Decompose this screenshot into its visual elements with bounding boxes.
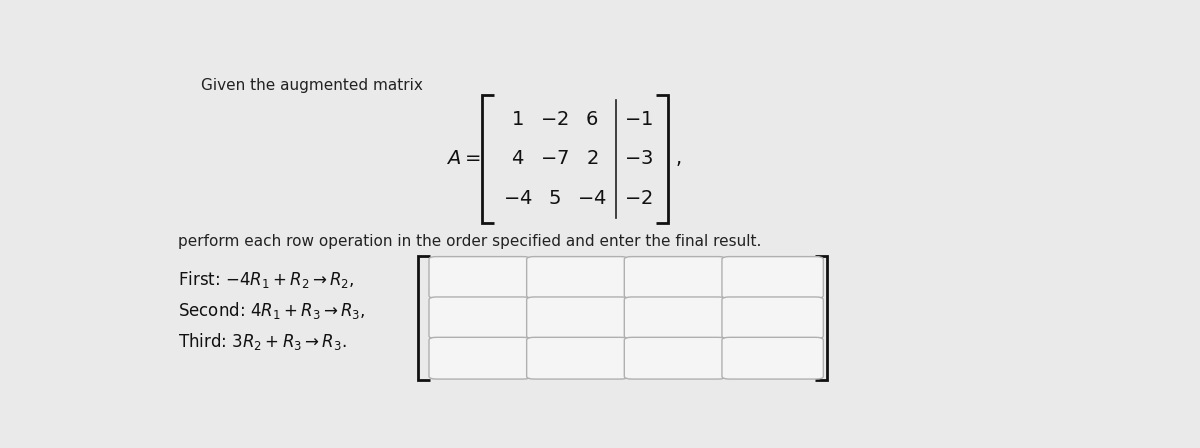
FancyBboxPatch shape [722,337,823,379]
Text: $-3$: $-3$ [624,150,653,168]
FancyBboxPatch shape [624,297,726,339]
Text: First: $-4R_1 + R_2 \rightarrow R_2$,: First: $-4R_1 + R_2 \rightarrow R_2$, [178,269,354,290]
Text: $-2$: $-2$ [624,189,653,208]
FancyBboxPatch shape [430,297,530,339]
FancyBboxPatch shape [430,337,530,379]
FancyBboxPatch shape [527,337,628,379]
Text: ,: , [676,150,682,168]
Text: $A=$: $A=$ [445,150,480,168]
FancyBboxPatch shape [722,257,823,298]
Text: Second: $4R_1 + R_3 \rightarrow R_3$,: Second: $4R_1 + R_3 \rightarrow R_3$, [178,300,366,321]
Text: $-4$: $-4$ [503,189,532,208]
Text: $1$: $1$ [511,110,523,129]
Text: $4$: $4$ [511,150,524,168]
Text: $-2$: $-2$ [540,110,569,129]
Text: $-1$: $-1$ [624,110,653,129]
FancyBboxPatch shape [624,337,726,379]
Text: perform each row operation in the order specified and enter the final result.: perform each row operation in the order … [178,234,761,249]
FancyBboxPatch shape [722,297,823,339]
Text: Third: $3R_2 + R_3 \rightarrow R_3$.: Third: $3R_2 + R_3 \rightarrow R_3$. [178,332,347,352]
Text: $6$: $6$ [586,110,599,129]
Text: Given the augmented matrix: Given the augmented matrix [202,78,424,93]
Text: $-7$: $-7$ [540,150,569,168]
Text: $2$: $2$ [586,150,598,168]
FancyBboxPatch shape [527,297,628,339]
Text: $-4$: $-4$ [577,189,606,208]
FancyBboxPatch shape [624,257,726,298]
FancyBboxPatch shape [430,257,530,298]
FancyBboxPatch shape [527,257,628,298]
Text: $5$: $5$ [548,189,560,208]
